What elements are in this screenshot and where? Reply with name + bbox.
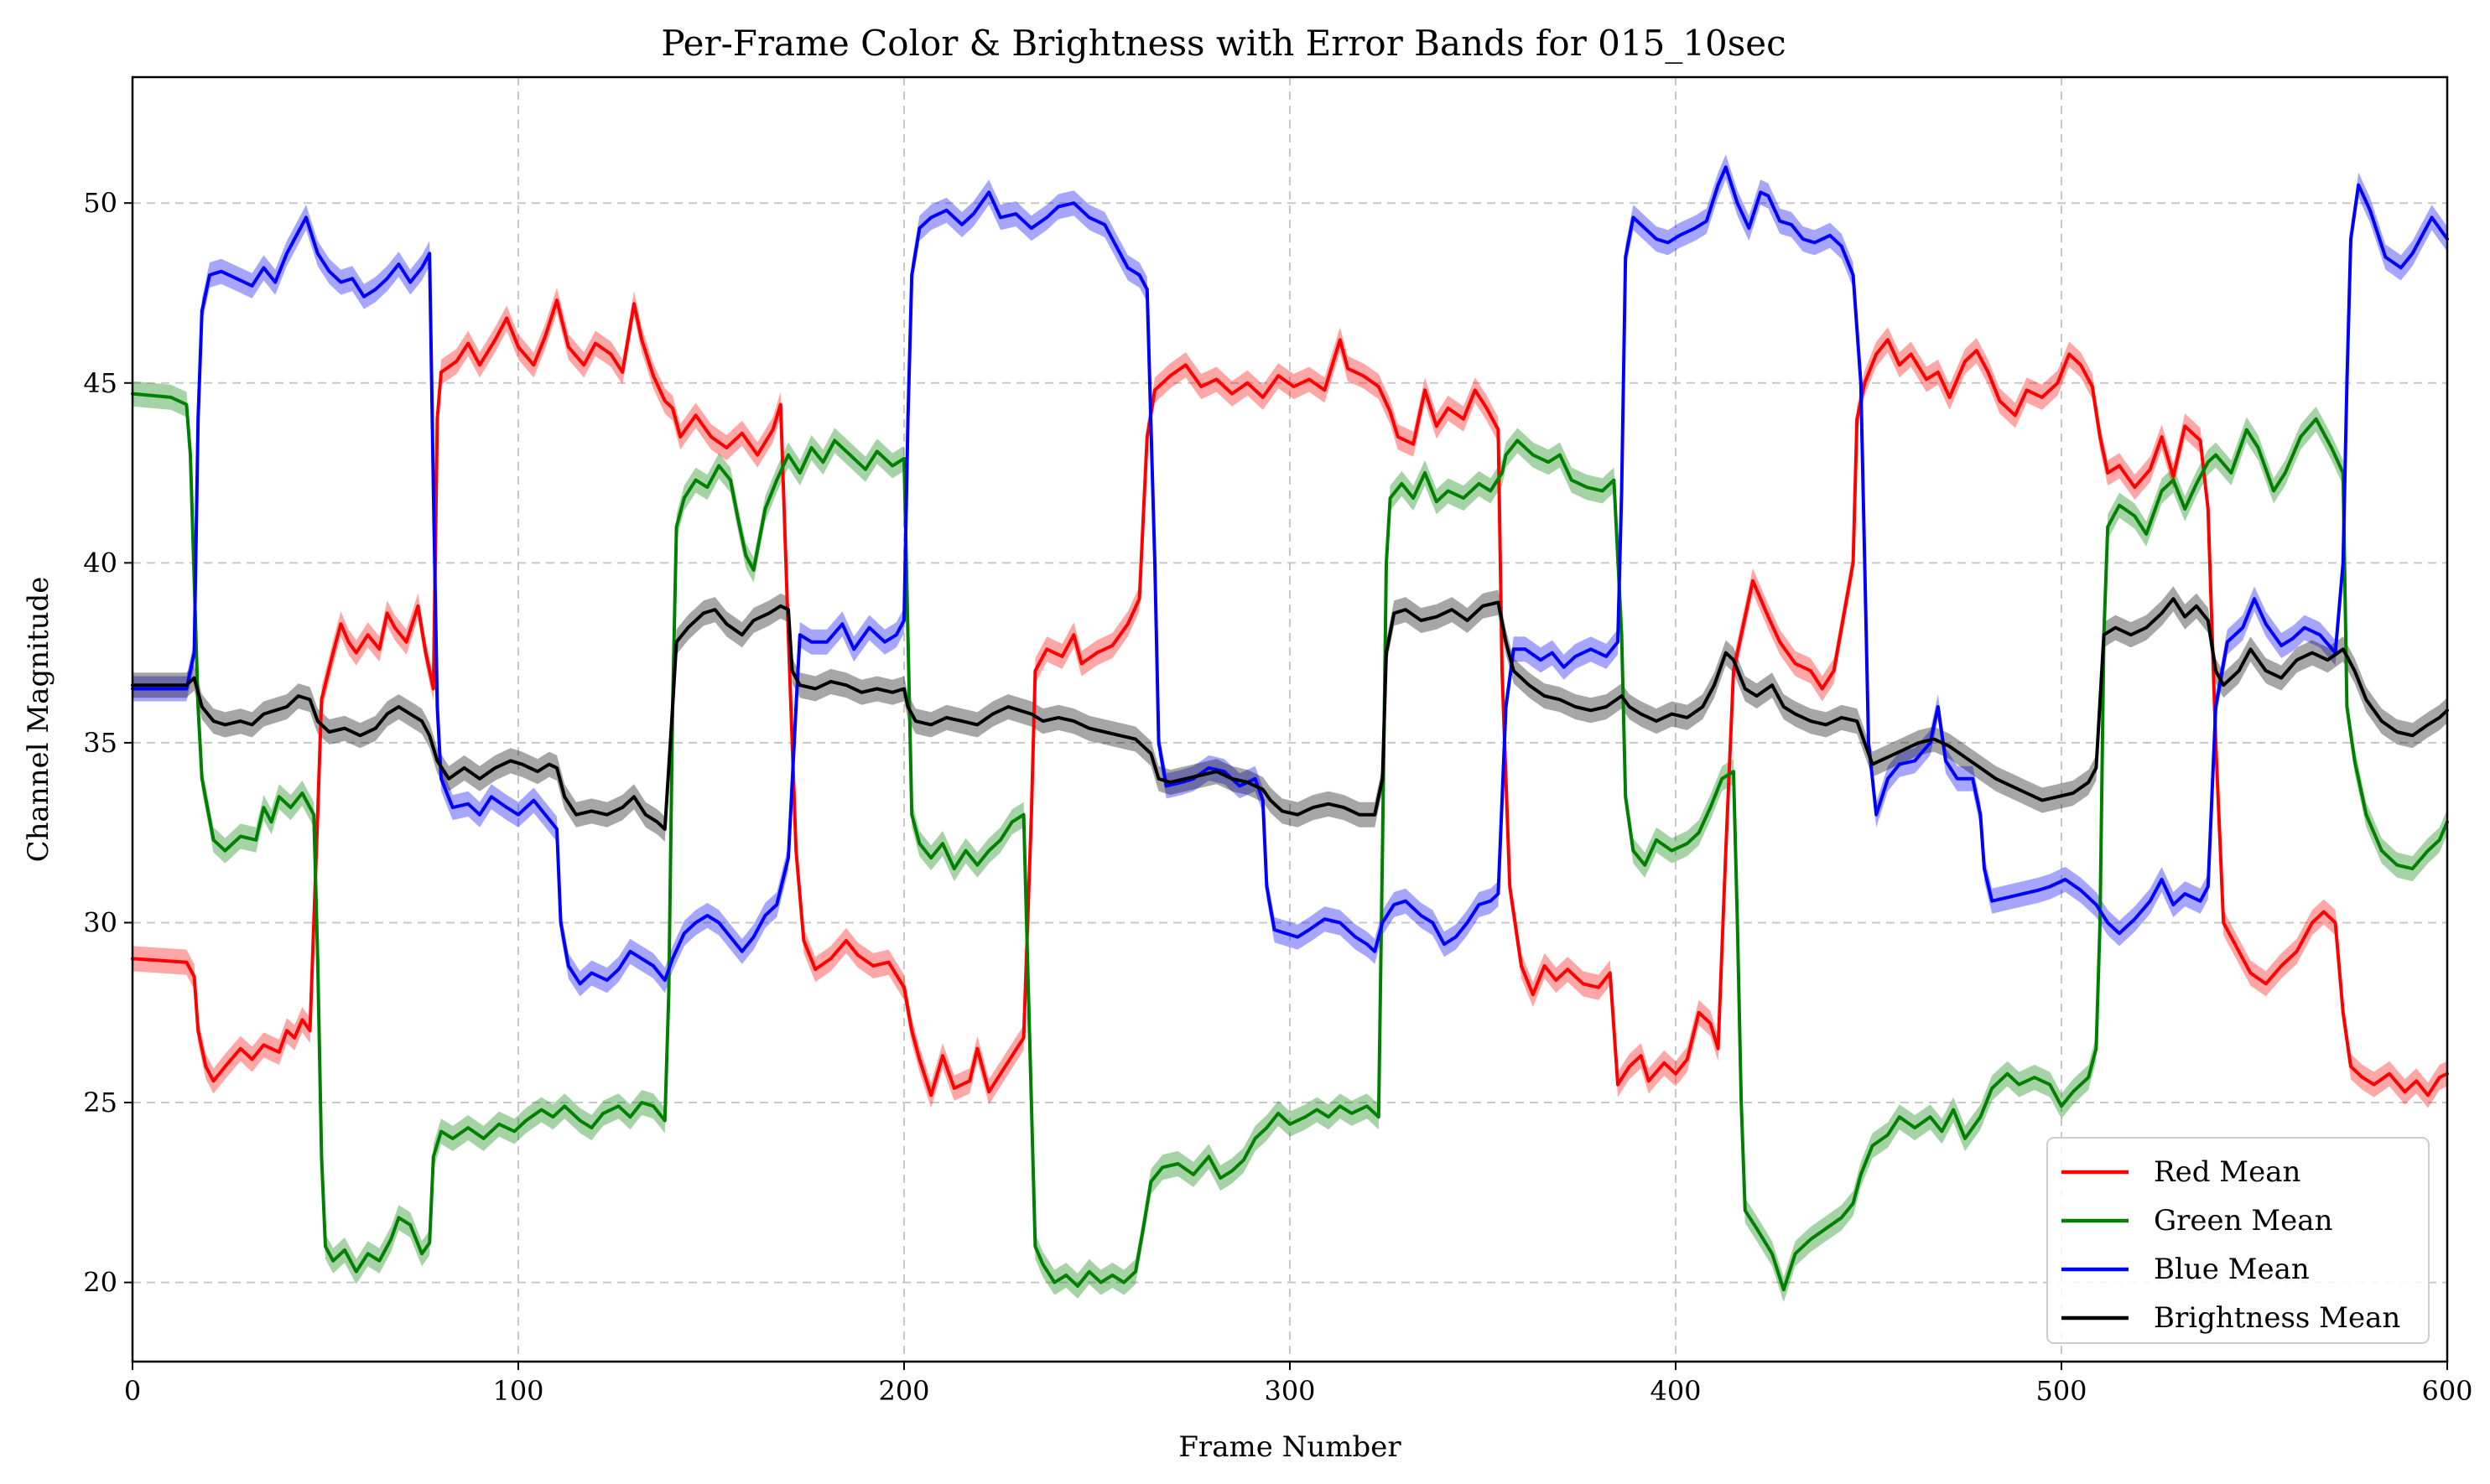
red-mean-line (131, 298, 2449, 1097)
green-mean-line (131, 392, 2449, 1292)
legend-label-brightness-mean: Brightness Mean (2154, 1301, 2400, 1335)
y-tick-label: 25 (83, 1087, 117, 1118)
y-tick-label: 20 (83, 1267, 117, 1299)
x-tick-label: 500 (2035, 1375, 2087, 1407)
x-tick-label: 300 (1264, 1375, 1315, 1407)
x-tick-label: 0 (124, 1375, 141, 1407)
blue-mean-line (131, 165, 2449, 986)
series-lines (131, 165, 2449, 1292)
x-tick-label: 200 (878, 1375, 929, 1407)
error-bands (133, 154, 2447, 1303)
green-mean-error-band (133, 381, 2447, 1303)
legend-label-green-mean: Green Mean (2154, 1204, 2332, 1238)
y-tick-label: 40 (83, 547, 117, 579)
axis-ticks: 0 100 200 300 400 500 600 20 25 30 35 40 45 50 (83, 187, 2472, 1407)
legend-label-red-mean: Red Mean (2154, 1155, 2300, 1189)
legend: Red Mean Green Mean Blue Mean Brightness Me… (2046, 1137, 2430, 1344)
legend-label-blue-mean: Blue Mean (2154, 1253, 2310, 1286)
x-axis-label: Frame Number (1178, 1430, 1401, 1464)
y-tick-label: 45 (83, 367, 117, 399)
x-tick-label: 600 (2421, 1375, 2472, 1407)
y-tick-label: 50 (83, 187, 117, 219)
y-tick-label: 35 (83, 727, 117, 759)
y-axis-label: Channel Magnitude (22, 577, 55, 863)
chart-title: Per-Frame Color & Brightness with Error … (661, 23, 1786, 64)
grid (132, 77, 2448, 1362)
x-tick-label: 100 (492, 1375, 543, 1407)
y-tick-label: 30 (83, 906, 117, 938)
legend-box (2046, 1137, 2430, 1344)
x-tick-label: 400 (1650, 1375, 1701, 1407)
brightness-mean-line (131, 597, 2449, 831)
